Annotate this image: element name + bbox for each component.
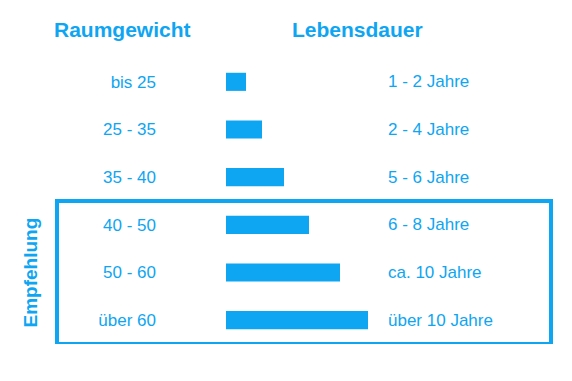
svg-text:bis 25: bis 25 <box>111 73 156 92</box>
svg-text:Raumgewicht: Raumgewicht <box>54 18 191 41</box>
svg-text:über 10 Jahre: über 10 Jahre <box>388 311 493 330</box>
svg-text:Empfehlung: Empfehlung <box>20 218 41 328</box>
svg-text:2 - 4 Jahre: 2 - 4 Jahre <box>388 120 469 139</box>
svg-text:50 - 60: 50 - 60 <box>103 263 156 282</box>
svg-text:ca. 10 Jahre: ca. 10 Jahre <box>388 263 482 282</box>
svg-text:5 - 6 Jahre: 5 - 6 Jahre <box>388 168 469 187</box>
svg-text:35 - 40: 35 - 40 <box>103 168 156 187</box>
svg-text:40 - 50: 40 - 50 <box>103 216 156 235</box>
svg-text:25 - 35: 25 - 35 <box>103 120 156 139</box>
svg-text:6 - 8 Jahre: 6 - 8 Jahre <box>388 215 469 234</box>
svg-text:1 - 2 Jahre: 1 - 2 Jahre <box>388 72 469 91</box>
svg-text:Lebensdauer: Lebensdauer <box>292 18 423 41</box>
svg-text:über 60: über 60 <box>98 311 156 330</box>
